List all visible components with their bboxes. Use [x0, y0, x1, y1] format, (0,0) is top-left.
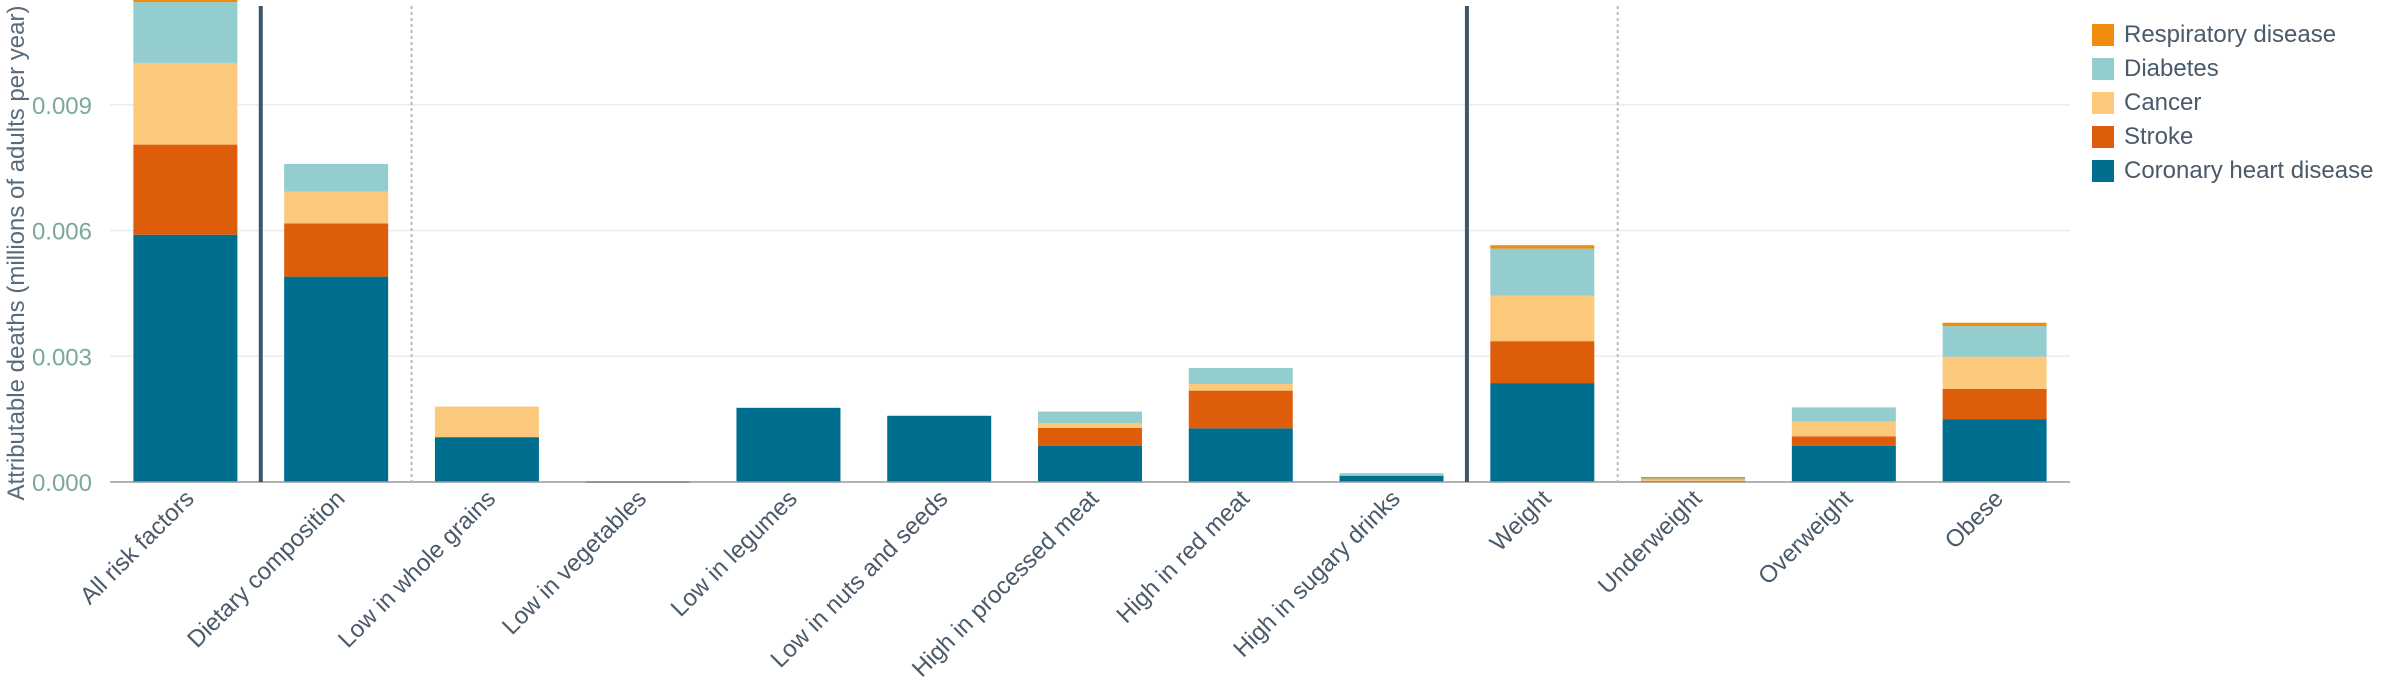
bar-coronary-heart-disease [887, 415, 992, 482]
legend: Respiratory disease Diabetes Cancer Stroke C… [2092, 18, 2373, 188]
x-tick-label: Low in vegetables [497, 485, 652, 640]
legend-swatch [2092, 126, 2114, 148]
bar-diabetes [1038, 411, 1142, 424]
x-tick-label: Weight [1485, 485, 1557, 557]
x-tick-label: High in sugary drinks [1228, 485, 1406, 663]
bar-cancer [1942, 356, 2047, 389]
bar-respiratory-disease [1641, 476, 1746, 479]
bar-stroke [284, 223, 389, 277]
bar-diabetes [1490, 248, 1595, 296]
legend-swatch [2092, 92, 2114, 114]
bar-coronary-heart-disease [1791, 445, 1896, 482]
x-tick-label: Obese [1940, 485, 2009, 554]
bar-respiratory-disease [1942, 322, 2047, 327]
x-tick-label: Overweight [1753, 485, 1858, 590]
legend-label: Respiratory disease [2124, 21, 2337, 48]
y-tick-label: 0.009 [32, 93, 92, 120]
bar-stroke [1490, 341, 1595, 384]
bar-stroke [1791, 436, 1896, 446]
bar-coronary-heart-disease [1942, 419, 2047, 482]
bar-diabetes [1641, 478, 1746, 480]
legend-label: Stroke [2124, 123, 2194, 150]
bar-coronary-heart-disease [434, 437, 539, 482]
bar-cancer [434, 406, 539, 438]
bar-stroke [1038, 427, 1142, 446]
bar-diabetes [133, 2, 238, 63]
bar-diabetes [1942, 326, 2047, 357]
legend-item: Coronary heart disease [2092, 154, 2373, 188]
y-axis-label: Attributable deaths (millions of adults … [3, 6, 30, 501]
bar-coronary-heart-disease [736, 407, 841, 482]
y-tick-label: 0.000 [32, 470, 92, 497]
legend-item: Respiratory disease [2092, 18, 2373, 52]
bar-cancer [284, 191, 389, 224]
bar-respiratory-disease [133, 0, 238, 3]
bar-stroke [1188, 390, 1293, 429]
legend-label: Coronary heart disease [2124, 157, 2374, 184]
x-tick-label: Low in legumes [666, 485, 803, 622]
bar-diabetes [1188, 367, 1293, 384]
legend-label: Diabetes [2124, 55, 2219, 82]
x-tick-label: All risk factors [75, 485, 200, 610]
bar-cancer [133, 62, 238, 145]
bar-respiratory-disease [1490, 245, 1595, 249]
bar-coronary-heart-disease [1038, 445, 1142, 482]
x-tick-label: High in red meat [1111, 485, 1255, 629]
bar-diabetes [1339, 473, 1444, 476]
bar-cancer [1490, 295, 1595, 342]
bar-cancer [1641, 479, 1746, 481]
x-tick-label: Dietary composition [182, 485, 350, 653]
y-tick-label: 0.006 [32, 219, 92, 246]
bar-stroke [1942, 388, 2047, 420]
legend-item: Stroke [2092, 120, 2373, 154]
bar-diabetes [284, 163, 389, 192]
bar-stroke [133, 144, 238, 235]
bar-diabetes [1791, 407, 1896, 422]
bar-coronary-heart-disease [133, 234, 238, 482]
x-tick-label: Underweight [1593, 485, 1708, 600]
bar-cancer [1791, 421, 1896, 437]
legend-label: Cancer [2124, 89, 2202, 116]
bar-coronary-heart-disease [1339, 475, 1444, 482]
legend-item: Cancer [2092, 86, 2373, 120]
bar-coronary-heart-disease [1490, 383, 1595, 482]
legend-swatch [2092, 160, 2114, 182]
legend-item: Diabetes [2092, 52, 2373, 86]
y-tick-label: 0.003 [32, 344, 92, 371]
legend-swatch [2092, 58, 2114, 80]
bar-cancer [1038, 423, 1142, 428]
bar-coronary-heart-disease [284, 276, 389, 482]
x-tick-label: Low in whole grains [333, 485, 501, 653]
bar-cancer [1188, 383, 1293, 391]
legend-swatch [2092, 24, 2114, 46]
bar-coronary-heart-disease [1188, 428, 1293, 482]
